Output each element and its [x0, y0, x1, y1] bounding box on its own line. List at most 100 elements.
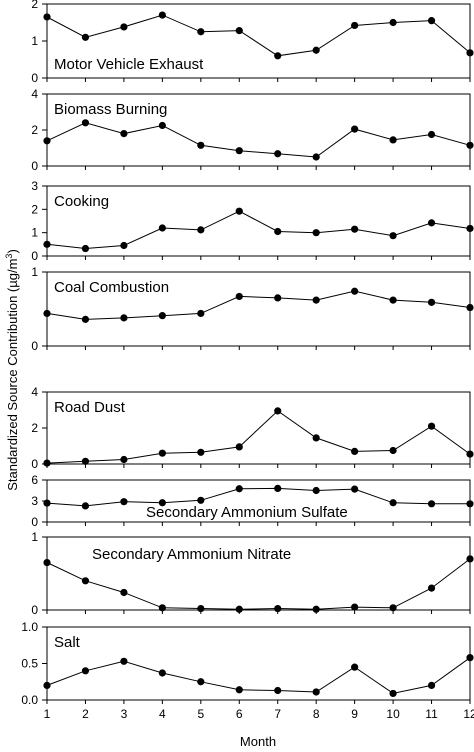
y-tick-label: 1 — [31, 226, 38, 240]
data-point — [197, 28, 205, 36]
data-point — [351, 287, 359, 295]
y-tick-label: 0 — [31, 515, 38, 529]
data-point — [274, 686, 282, 695]
data-point — [427, 298, 436, 306]
data-point — [351, 225, 359, 233]
data-point — [351, 21, 359, 30]
data-point — [466, 141, 474, 149]
data-point — [312, 153, 320, 161]
data-point — [158, 669, 166, 677]
y-tick-label: 0.5 — [21, 657, 38, 671]
y-tick-label: 0 — [31, 159, 38, 173]
data-point — [81, 33, 90, 41]
series-line — [46, 290, 471, 320]
data-point — [81, 502, 90, 510]
data-point — [235, 292, 243, 301]
data-point — [274, 604, 282, 613]
x-tick-label: 3 — [121, 707, 128, 721]
data-point — [235, 605, 243, 613]
series-line — [46, 210, 471, 250]
y-tick-label: 2 — [31, 202, 38, 216]
data-point — [389, 499, 397, 507]
panel-5: 0 2 4 Road Dust — [31, 385, 474, 471]
panel-frame — [46, 536, 471, 611]
data-point — [81, 244, 90, 253]
data-point — [158, 121, 166, 130]
data-point — [466, 555, 474, 563]
data-point — [312, 434, 320, 442]
y-tick-label: 2 — [31, 0, 38, 11]
series-line — [46, 14, 471, 57]
data-point — [312, 46, 320, 54]
panel-label: Salt — [54, 634, 81, 651]
x-tick-label: 1 — [44, 707, 51, 721]
panel-8: 0.0 0.5 1.0 Salt — [21, 620, 474, 707]
data-point — [427, 422, 436, 430]
series-line — [46, 410, 471, 464]
y-tick-label: 2 — [31, 421, 38, 435]
data-point — [427, 219, 436, 227]
data-point — [197, 309, 205, 318]
data-point — [43, 137, 51, 145]
data-point — [197, 678, 205, 686]
data-point — [312, 486, 320, 495]
data-point — [197, 141, 205, 149]
data-point — [235, 485, 243, 493]
panel-frame — [46, 185, 471, 257]
data-point — [235, 147, 243, 155]
data-point — [197, 448, 205, 456]
data-point — [81, 667, 90, 675]
y-tick-label: 0 — [31, 71, 38, 85]
x-tick-label: 9 — [351, 707, 358, 721]
data-point — [466, 303, 474, 312]
x-tick-label: 7 — [274, 707, 281, 721]
data-point — [43, 309, 51, 318]
data-point — [235, 443, 243, 451]
data-point — [274, 52, 282, 60]
data-point — [274, 150, 282, 158]
y-axis-title-text: Standardized Source Contribution (µg/m — [5, 259, 20, 491]
y-axis-title-tail: ) — [5, 249, 20, 253]
data-point — [158, 224, 166, 232]
series-line — [46, 558, 471, 610]
data-point — [427, 500, 436, 508]
data-point — [43, 240, 51, 248]
x-tick-label: 4 — [159, 707, 166, 721]
data-point — [351, 603, 359, 611]
panel-3: 0 1 2 3 Cooking — [31, 179, 474, 263]
x-tick-label: 11 — [425, 707, 438, 721]
y-tick-label: 0 — [31, 339, 38, 353]
y-tick-label: 1 — [31, 265, 38, 279]
x-tick-label: 6 — [236, 707, 243, 721]
data-point — [120, 130, 128, 138]
data-point — [312, 229, 320, 237]
panel-1: 0 1 2 Motor Vehicle Exhaust — [31, 0, 474, 85]
data-point — [158, 499, 166, 507]
data-point — [274, 227, 282, 236]
x-tick-label: 2 — [82, 707, 89, 721]
data-point — [235, 686, 243, 694]
data-point — [158, 11, 166, 19]
data-point — [81, 315, 90, 323]
data-point — [389, 604, 397, 612]
data-point — [81, 119, 90, 127]
y-tick-label: 4 — [31, 87, 38, 101]
panel-label: Secondary Ammonium Nitrate — [92, 546, 291, 563]
data-point — [389, 446, 397, 455]
panel-label: Road Dust — [54, 399, 126, 416]
y-axis-title-superscript: 3 — [4, 254, 14, 259]
data-point — [312, 296, 320, 304]
data-point — [466, 450, 474, 458]
data-point — [43, 13, 51, 21]
y-tick-label: 6 — [31, 473, 38, 487]
y-tick-label: 1 — [31, 34, 38, 48]
data-point — [389, 18, 397, 27]
data-point — [351, 663, 359, 671]
panel-label: Biomass Burning — [54, 101, 167, 118]
data-point — [158, 449, 166, 457]
data-point — [43, 681, 51, 690]
data-point — [312, 688, 320, 696]
panel-4: 0 1 Coal Combustion — [31, 265, 474, 353]
